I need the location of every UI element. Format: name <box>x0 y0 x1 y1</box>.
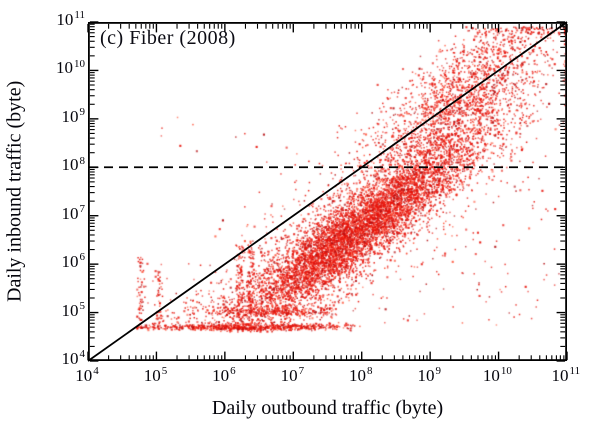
x-tick-label-1e7: 107 <box>280 365 305 385</box>
x-tick-label-1e4: 104 <box>75 365 99 385</box>
x-tick-label-1e6: 106 <box>212 365 236 385</box>
x-tick-label-1e10: 1010 <box>482 365 512 385</box>
y-tick-label-1e9: 109 <box>61 106 86 126</box>
y-axis-title: Daily inbound traffic (byte) <box>3 80 26 303</box>
x-tick-label-1e9: 109 <box>417 365 441 385</box>
plot-frame <box>88 21 568 362</box>
x-axis-title: Daily outbound traffic (byte) <box>211 397 444 419</box>
y-tick-label-1e10: 1010 <box>56 57 85 78</box>
y-tick-label-1e7: 107 <box>61 203 86 223</box>
identity-line <box>87 21 568 362</box>
y-tick-label-1e8: 108 <box>61 154 86 175</box>
y-tick-label-1e5: 105 <box>61 299 86 320</box>
x-tick-label-1e5: 105 <box>143 365 168 385</box>
y-tick-label-1e6: 106 <box>61 251 86 272</box>
x-tick-label-1e8: 108 <box>349 365 373 385</box>
y-tick-label-1e11: 1011 <box>56 9 85 29</box>
y-tick-label-1e4: 104 <box>61 348 86 368</box>
x-tick-label-1e11: 1011 <box>551 365 581 385</box>
plot-title: (c) Fiber (2008) <box>100 27 236 49</box>
